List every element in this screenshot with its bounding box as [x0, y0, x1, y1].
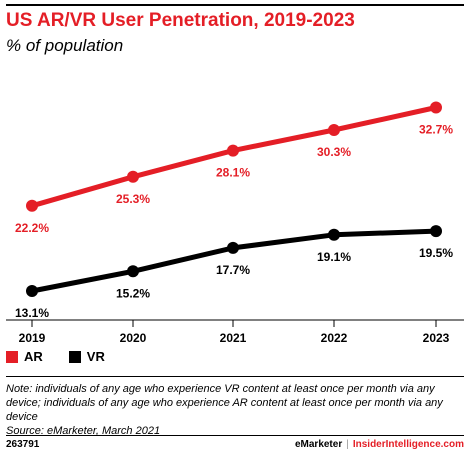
brand-name: eMarketer [294, 439, 343, 450]
x-axis-ticks: 2019 2020 2021 2022 2023 [19, 320, 450, 345]
legend-item-ar: AR [6, 349, 43, 364]
data-label-ar-2021: 28.1% [216, 166, 250, 180]
data-point-vr-2021 [227, 241, 239, 254]
source-text: Source: eMarketer, March 2021 [6, 425, 161, 437]
chart-subtitle: % of population [6, 36, 124, 55]
x-tick-label-2020: 2020 [120, 331, 147, 345]
line-chart: 22.2% 25.3% 28.1% 30.3% 32.7% 13.1% 15.2% 17.7%… [6, 101, 464, 345]
x-tick-label-2019: 2019 [19, 331, 46, 345]
series-layer: 22.2% 25.3% 28.1% 30.3% 32.7% 13.1% 15.2% 17.7%… [15, 101, 453, 320]
series-ar: 22.2% 25.3% 28.1% 30.3% 32.7% [15, 101, 453, 235]
top-rule [6, 4, 464, 6]
data-point-vr-2022 [328, 228, 340, 241]
data-label-vr-2023: 19.5% [419, 246, 453, 260]
data-point-vr-2023 [430, 225, 442, 238]
data-label-vr-2019: 13.1% [15, 306, 49, 320]
data-point-vr-2020 [127, 265, 139, 278]
series-vr: 13.1% 15.2% 17.7% 19.1% 19.5% [15, 225, 453, 320]
x-tick-label-2023: 2023 [423, 331, 450, 345]
data-label-ar-2019: 22.2% [15, 221, 49, 235]
data-point-ar-2020 [127, 170, 139, 183]
legend-swatch-ar [6, 350, 18, 363]
legend-label-vr: VR [86, 349, 105, 364]
chart-title: US AR/VR User Penetration, 2019-2023 [6, 10, 355, 31]
legend: AR VR [6, 349, 131, 364]
data-label-ar-2023: 32.7% [419, 123, 453, 137]
x-tick-label-2021: 2021 [220, 331, 247, 345]
footer-brand: eMarketer | InsiderIntelligence.com [295, 439, 464, 450]
footer-divider [6, 435, 464, 436]
data-label-ar-2020: 25.3% [116, 192, 150, 206]
data-point-ar-2023 [430, 101, 442, 114]
data-point-ar-2022 [328, 124, 340, 136]
note-text: Note: individuals of any age who experie… [6, 383, 443, 423]
x-tick-label-2022: 2022 [321, 331, 348, 345]
legend-swatch-vr [68, 350, 81, 363]
note-divider [6, 376, 464, 377]
series-line-ar [31, 105, 437, 209]
legend-label-ar: AR [24, 349, 43, 364]
chart-note: Note: individuals of any age who experie… [6, 382, 462, 438]
data-point-vr-2019 [26, 285, 38, 297]
data-label-ar-2022: 30.3% [317, 145, 351, 159]
chart-id: 263791 [6, 439, 40, 450]
series-line-vr [31, 228, 437, 294]
data-point-ar-2021 [227, 144, 239, 157]
data-point-ar-2019 [26, 199, 38, 212]
data-label-vr-2022: 19.1% [317, 250, 351, 264]
data-label-vr-2020: 15.2% [116, 286, 150, 300]
site-name: InsiderIntelligence.com [352, 439, 464, 450]
legend-item-vr: VR [68, 349, 105, 364]
data-label-vr-2021: 17.7% [216, 263, 250, 277]
footer-separator: | [346, 439, 349, 450]
